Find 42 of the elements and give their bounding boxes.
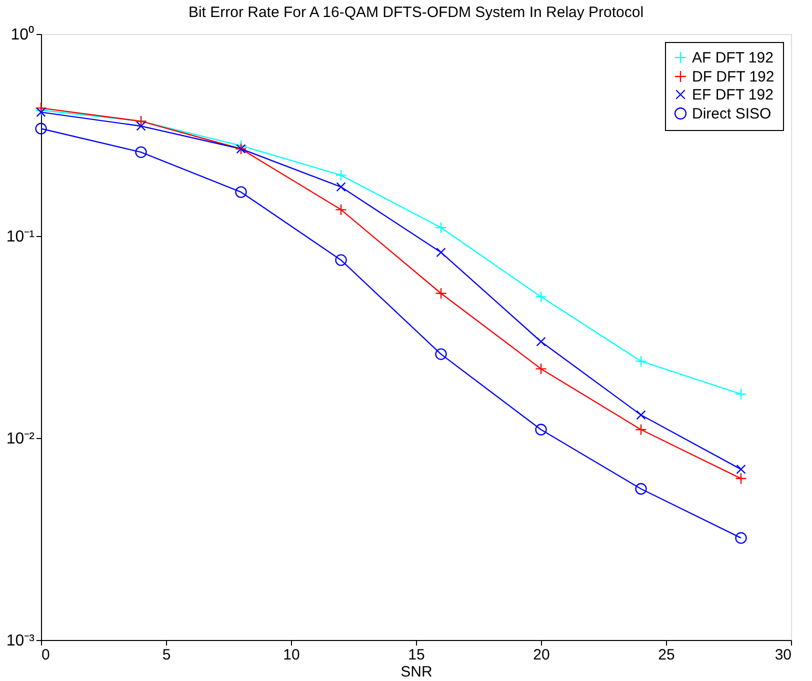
point — [335, 254, 347, 266]
point — [535, 290, 547, 303]
legend-label: Direct SISO — [692, 106, 772, 122]
point — [335, 169, 347, 182]
point — [35, 122, 47, 134]
y-tick-label: 10⁰ — [10, 26, 34, 44]
y-tick-label: 10⁻³ — [6, 632, 36, 650]
y-tick-label: 10⁻¹ — [6, 228, 34, 246]
legend-label: EF DFT 192 — [692, 86, 774, 104]
point — [435, 288, 447, 300]
x-tick-label: 25 — [658, 646, 675, 664]
legend-label: DF DFT 192 — [692, 68, 774, 86]
point — [735, 532, 747, 544]
x-axis-title: SNR — [400, 664, 432, 680]
x-tick-label: 30 — [774, 646, 792, 664]
point — [436, 248, 446, 258]
point — [435, 348, 447, 360]
chart-title: Bit Error Rate For A 16-QAM DFTS-OFDM System In Relay Protocol — [188, 4, 644, 21]
x-tick-label: 20 — [533, 646, 550, 664]
point — [735, 472, 747, 484]
point — [536, 336, 546, 346]
point — [735, 388, 747, 400]
point — [636, 410, 646, 420]
x-tick-label: 0 — [42, 646, 50, 664]
point — [335, 204, 347, 216]
point — [635, 483, 647, 495]
y-tick-label: 10⁻² — [6, 430, 36, 448]
point — [435, 222, 447, 234]
point — [36, 107, 46, 118]
legend-label: AF DFT 192 — [692, 50, 774, 66]
point — [736, 464, 746, 474]
point — [535, 362, 547, 375]
point — [136, 121, 146, 131]
x-tick-label: 10 — [283, 646, 300, 664]
x-tick-label: 15 — [408, 646, 425, 664]
point — [635, 355, 647, 368]
x-tick-label: 5 — [162, 646, 171, 664]
point — [535, 424, 547, 436]
point — [135, 146, 147, 158]
point — [635, 424, 647, 436]
point — [235, 186, 247, 198]
point — [336, 182, 346, 192]
